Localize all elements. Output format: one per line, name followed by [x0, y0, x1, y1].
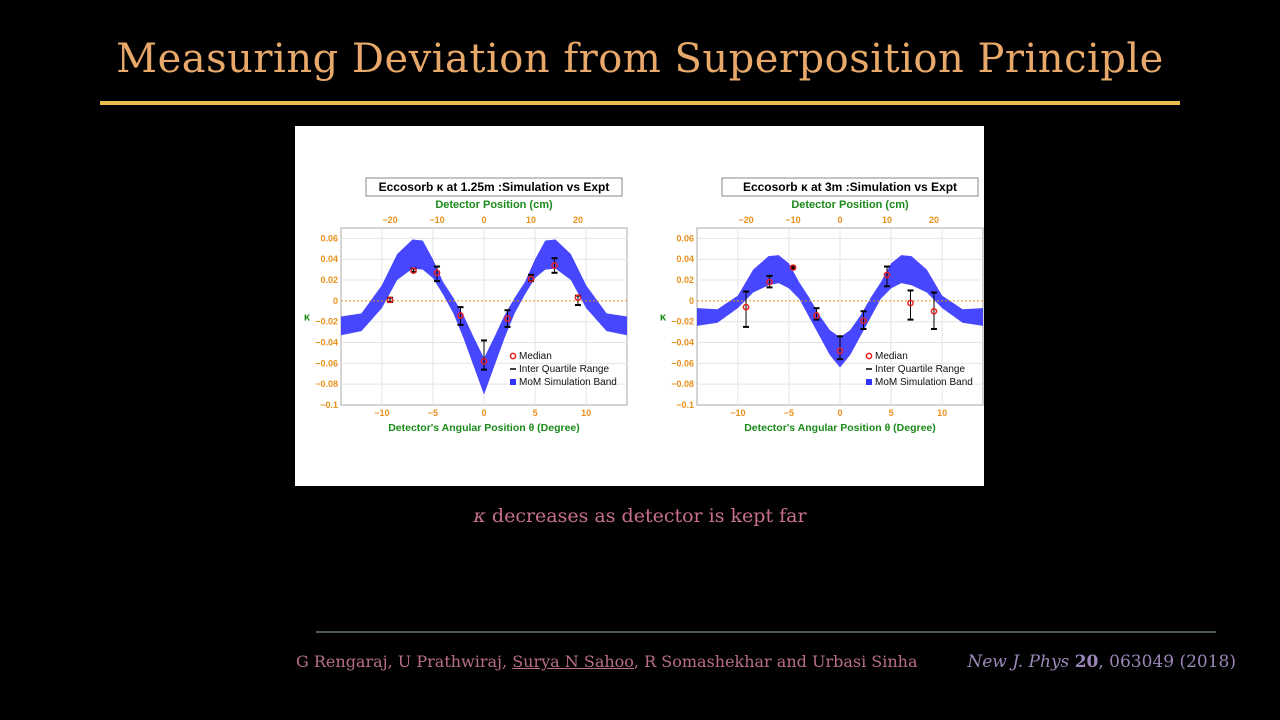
legend-band-marker: [866, 379, 872, 385]
y-tick-label: 0.02: [676, 275, 694, 285]
chart-1: Eccosorb κ at 1.25m :Simulation vs Expt D…: [304, 177, 628, 434]
legend-median-marker: [865, 352, 873, 360]
top-tick-label: 0: [837, 215, 842, 225]
x-tick-label: 0: [481, 408, 486, 418]
legend-iqr-label: Inter Quartile Range: [519, 364, 609, 375]
median-point: [551, 262, 558, 269]
caption-text: decreases as detector is kept far: [485, 505, 807, 527]
median-point: [527, 275, 535, 283]
x-tick-label: 5: [533, 408, 538, 418]
top-tick-label: 10: [526, 215, 536, 225]
y-tick-label: −0.02: [315, 317, 338, 327]
simulation-band: [697, 255, 983, 368]
y-tick-label: −0.02: [671, 317, 694, 327]
figure-charts: Eccosorb κ at 1.25m :Simulation vs Expt D…: [304, 177, 984, 434]
median-point: [433, 269, 441, 277]
median-point: [907, 299, 914, 307]
journal-volume: 20: [1074, 652, 1099, 672]
top-tick-label: −20: [382, 215, 397, 225]
x-tick-label: −5: [428, 408, 438, 418]
y-tick-label: −0.08: [671, 379, 694, 389]
x-axis-label: Detector's Angular Position θ (Degree): [744, 422, 936, 434]
author-highlight-link[interactable]: Surya N Sahoo: [512, 652, 634, 671]
median-point: [813, 312, 820, 319]
y-tick-label: −0.04: [671, 338, 694, 348]
median-point: [742, 303, 750, 311]
median-point: [386, 296, 394, 304]
y-tick-label: 0.04: [320, 254, 338, 264]
y-tick-label: −0.08: [315, 379, 338, 389]
caption: κ decreases as detector is kept far: [0, 505, 1280, 527]
median-point: [789, 264, 797, 271]
y-axis-label: κ: [660, 312, 667, 324]
journal-name: New J. Phys: [967, 652, 1070, 672]
x-tick-label: −10: [730, 408, 745, 418]
slide-title: Measuring Deviation from Superposition P…: [116, 36, 1164, 82]
median-point: [930, 307, 938, 315]
x-axis-label: Detector's Angular Position θ (Degree): [388, 422, 580, 434]
x-tick-label: 0: [837, 408, 842, 418]
legend-median-marker: [509, 352, 517, 360]
median-point: [860, 317, 867, 325]
median-point: [480, 357, 488, 365]
top-tick-label: −20: [738, 215, 753, 225]
y-tick-label: −0.06: [315, 358, 338, 368]
y-tick-label: 0.02: [320, 275, 338, 285]
chart-title: Eccosorb κ at 1.25m :Simulation vs Expt: [379, 180, 610, 194]
y-tick-label: −0.1: [676, 400, 694, 410]
top-axis-label: Detector Position (cm): [435, 199, 553, 211]
legend-iqr-label: Inter Quartile Range: [875, 364, 965, 375]
top-tick-label: 20: [929, 215, 939, 225]
authors-before: G Rengaraj, U Prathwiraj,: [296, 652, 513, 671]
legend-band-label: MoM Simulation Band: [519, 377, 617, 388]
author-list: G Rengaraj, U Prathwiraj, Surya N Sahoo,…: [296, 652, 918, 671]
x-tick-label: −10: [374, 408, 389, 418]
y-tick-label: 0: [333, 296, 338, 306]
top-axis-label: Detector Position (cm): [791, 199, 909, 211]
journal-rest: , 063049 (2018): [1098, 652, 1236, 672]
top-tick-label: −10: [785, 215, 800, 225]
y-tick-label: −0.1: [320, 400, 338, 410]
x-tick-label: 10: [937, 408, 947, 418]
top-tick-label: 20: [573, 215, 583, 225]
median-point: [836, 347, 844, 355]
top-tick-label: 10: [882, 215, 892, 225]
legend-median-label: Median: [875, 351, 908, 362]
x-tick-label: 10: [581, 408, 591, 418]
top-tick-label: −10: [429, 215, 444, 225]
median-point: [504, 315, 511, 322]
median-point: [410, 267, 417, 275]
y-tick-label: 0: [689, 296, 694, 306]
chart-title: Eccosorb κ at 3m :Simulation vs Expt: [743, 180, 957, 194]
footer-divider: [316, 631, 1216, 633]
legend-band-marker: [510, 379, 516, 385]
top-tick-label: 0: [481, 215, 486, 225]
median-point: [574, 294, 582, 302]
title-underline: [100, 101, 1180, 105]
y-tick-label: 0.06: [320, 233, 338, 243]
journal-citation: New J. Phys 20, 063049 (2018): [967, 652, 1236, 672]
chart-2: Eccosorb κ at 3m :Simulation vs Expt Dete…: [660, 177, 984, 434]
chart-title-box: [721, 177, 979, 197]
y-tick-label: −0.04: [315, 338, 338, 348]
legend-band-label: MoM Simulation Band: [875, 377, 973, 388]
y-tick-label: 0.04: [676, 254, 694, 264]
figure-panel: Eccosorb κ at 1.25m :Simulation vs Expt D…: [295, 126, 984, 486]
y-tick-label: −0.06: [671, 358, 694, 368]
y-tick-label: 0.06: [676, 233, 694, 243]
kappa-symbol: κ: [473, 505, 486, 527]
x-tick-label: 5: [889, 408, 894, 418]
median-point: [457, 312, 464, 319]
median-point: [883, 271, 891, 279]
legend-median-label: Median: [519, 351, 552, 362]
authors-after: , R Somashekhar and Urbasi Sinha: [633, 652, 918, 671]
chart-title-box: [365, 177, 623, 197]
x-tick-label: −5: [784, 408, 794, 418]
y-axis-label: κ: [304, 312, 311, 324]
median-point: [766, 278, 773, 286]
